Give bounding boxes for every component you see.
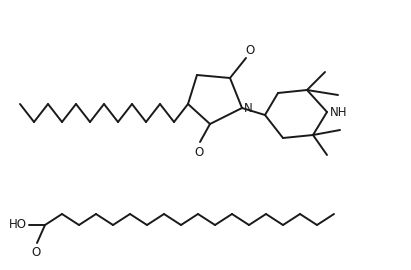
Text: N: N <box>244 103 252 116</box>
Text: O: O <box>245 45 255 58</box>
Text: O: O <box>31 247 41 259</box>
Text: HO: HO <box>9 218 27 231</box>
Text: NH: NH <box>330 106 348 120</box>
Text: O: O <box>194 146 203 158</box>
